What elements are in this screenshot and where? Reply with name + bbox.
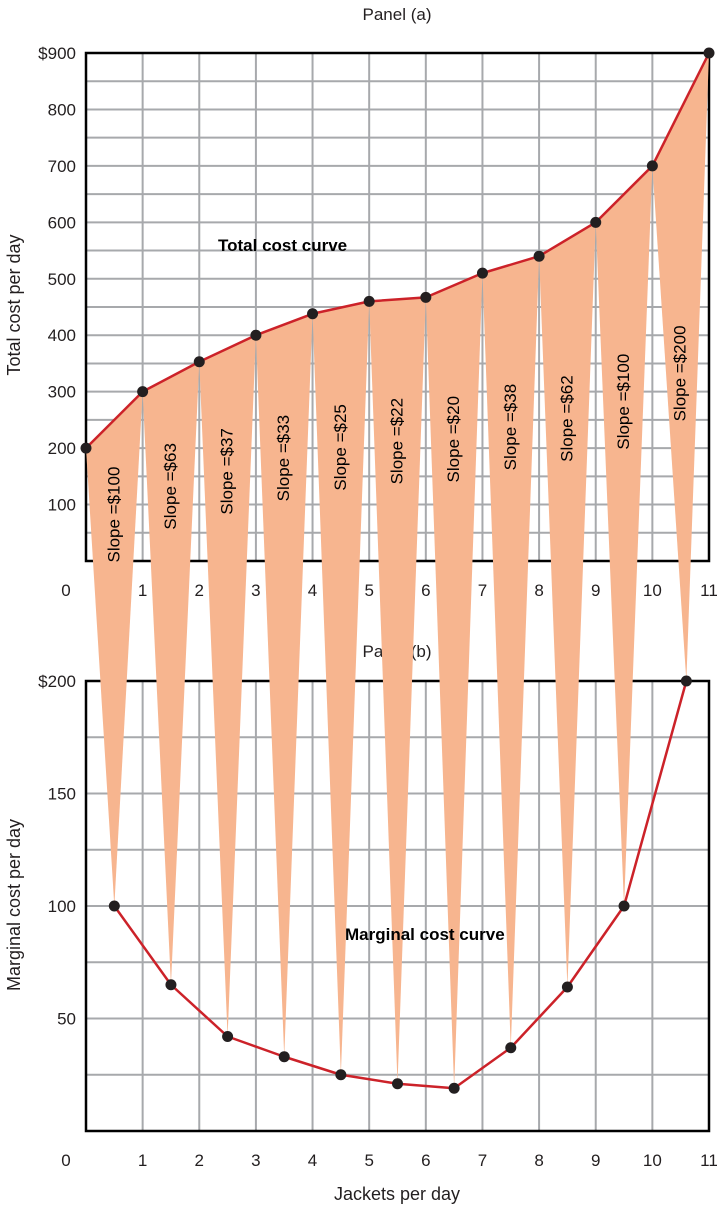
panel-b-x-tick-label: 10 xyxy=(643,1151,662,1170)
slope-wedge xyxy=(539,222,596,988)
slope-label: Slope =$22 xyxy=(388,398,407,485)
panel-a-data-point xyxy=(193,356,205,368)
slope-wedge xyxy=(312,301,370,1075)
panel-a-data-point xyxy=(646,160,658,172)
panel-b-x-tick-label: 8 xyxy=(534,1151,543,1170)
panel-b-data-point xyxy=(165,979,177,991)
panel-b-x-tick-label: 4 xyxy=(308,1151,317,1170)
slope-label: Slope =$200 xyxy=(671,325,690,421)
panel-b-data-point xyxy=(222,1031,234,1042)
panel-b-x-tick-label: 2 xyxy=(195,1151,204,1170)
panel-a-x-tick-label: 8 xyxy=(534,581,543,600)
panel-b-data-point xyxy=(335,1069,347,1081)
slope-wedge xyxy=(595,165,653,906)
panel-a-x-tick-label: 4 xyxy=(308,581,317,600)
total-cost-curve-label: Total cost curve xyxy=(218,236,347,255)
panel-a-y-tick-label: 500 xyxy=(48,270,76,289)
panel-b-data-point xyxy=(108,900,120,912)
slope-wedge xyxy=(369,297,426,1084)
panel-a-y-tick-label: 400 xyxy=(48,326,76,345)
panel-a-curve-line xyxy=(85,52,711,449)
panel-a-data-point xyxy=(137,386,149,398)
panel-a-y-tick-label: 700 xyxy=(48,157,76,176)
panel-b-data-point xyxy=(505,1042,517,1054)
panel-a-data-point xyxy=(533,250,545,262)
panel-a-y-tick-label: 200 xyxy=(48,439,76,458)
slope-wedge xyxy=(86,391,143,907)
slope-labels: Slope =$100 Slope =$63 Slope =$37 Slope =$3… xyxy=(104,325,689,562)
panel-a-x-tick-label: 11 xyxy=(700,581,718,600)
panel-a-y-tick-label: 100 xyxy=(48,496,76,515)
panel-a-y-axis-title: Total cost per day xyxy=(4,234,24,375)
slope-label: Slope =$100 xyxy=(104,467,123,563)
slope-label: Slope =$38 xyxy=(501,384,520,471)
slope-wedge xyxy=(142,361,200,985)
panel-b-data-point xyxy=(680,675,692,687)
panel-a-x-tick-label: 9 xyxy=(591,581,600,600)
slope-wedge xyxy=(199,335,256,1037)
panel-a-data-point xyxy=(420,291,432,303)
panel-b-x-tick-label: 11 xyxy=(700,1151,718,1170)
panel-b-y-tick-label: 100 xyxy=(48,897,76,916)
panel-b-y-tick-label: 150 xyxy=(48,785,76,804)
panel-a-x-tick-label: 0 xyxy=(61,581,70,600)
slope-wedge xyxy=(652,53,709,681)
panel-a-marks xyxy=(80,47,715,454)
panel-a-title: Panel (a) xyxy=(363,5,432,24)
slope-wedge xyxy=(482,256,540,1048)
slope-label: Slope =$25 xyxy=(331,404,350,491)
slope-label: Slope =$63 xyxy=(161,443,180,530)
panel-a-data-point xyxy=(590,216,602,228)
panel-b-x-tick-label: 0 xyxy=(61,1151,70,1170)
panel-b-x-tick-label: 6 xyxy=(421,1151,430,1170)
panel-b-x-tick-label: 9 xyxy=(591,1151,600,1170)
panel-b-y-axis-title: Marginal cost per day xyxy=(4,819,24,991)
panel-b-y-tick-label: $200 xyxy=(38,672,76,691)
panel-a-x-tick-label: 3 xyxy=(251,581,260,600)
slope-wedge xyxy=(255,313,313,1057)
panel-a-data-point xyxy=(307,308,319,320)
panel-b-x-tick-label: 3 xyxy=(251,1151,260,1170)
panel-a-data-point xyxy=(476,267,488,279)
slope-label: Slope =$33 xyxy=(274,415,293,502)
panel-a-data-point xyxy=(363,295,375,307)
panel-b-data-point xyxy=(561,981,573,993)
panel-a-x-tick-label: 2 xyxy=(195,581,204,600)
panel-b-data-point xyxy=(278,1051,290,1063)
panel-b-data-point xyxy=(618,900,630,912)
panel-a-data-point xyxy=(703,47,715,59)
panel-b-x-tick-label: 7 xyxy=(478,1151,487,1170)
panel-b-marks xyxy=(108,675,692,1094)
marginal-cost-curve-label: Marginal cost curve xyxy=(345,925,505,944)
panel-a-x-tick-label: 5 xyxy=(364,581,373,600)
slope-label: Slope =$20 xyxy=(444,396,463,483)
x-axis-title: Jackets per day xyxy=(334,1184,460,1204)
panel-b-data-point xyxy=(448,1082,460,1094)
slope-wedges xyxy=(86,53,709,1089)
slope-label: Slope =$100 xyxy=(614,354,633,450)
panel-a-data-point xyxy=(250,329,262,341)
panel-b-x-tick-label: 5 xyxy=(364,1151,373,1170)
panel-a-x-tick-label: 1 xyxy=(138,581,147,600)
panel-a-x-tick-label: 6 xyxy=(421,581,430,600)
panel-b-plot: 50 100 150 $200 0 1 2 3 4 5 6 7 8 9 10 11 xyxy=(38,672,718,1170)
panel-b-y-tick-label: 50 xyxy=(57,1010,76,1029)
slope-label: Slope =$37 xyxy=(218,428,237,515)
panel-a-y-tick-label: $900 xyxy=(38,44,76,63)
panel-a-y-tick-label: 600 xyxy=(48,213,76,232)
slope-wedge xyxy=(425,273,483,1089)
panel-a-data-point xyxy=(80,442,92,454)
slope-label: Slope =$62 xyxy=(557,375,576,462)
panel-a-y-tick-label: 800 xyxy=(48,100,76,119)
panel-a-x-tick-label: 10 xyxy=(643,581,662,600)
panel-b-x-tick-label: 1 xyxy=(138,1151,147,1170)
panel-a-x-tick-label: 7 xyxy=(478,581,487,600)
panel-b-data-point xyxy=(392,1078,403,1090)
panel-a-y-tick-label: 300 xyxy=(48,383,76,402)
